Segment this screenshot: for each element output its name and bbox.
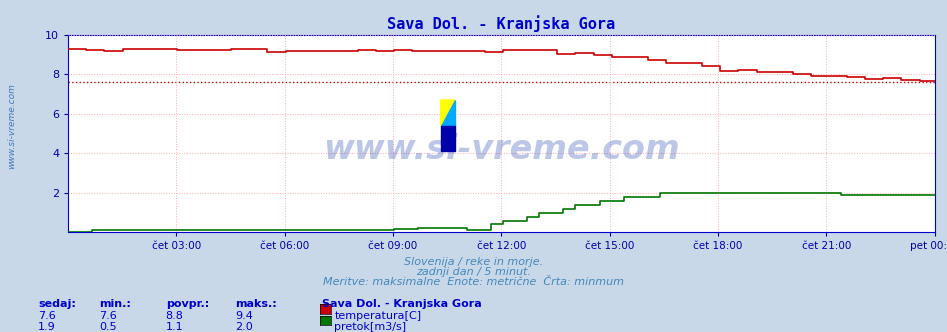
Text: min.:: min.: <box>99 299 132 309</box>
Text: sedaj:: sedaj: <box>38 299 76 309</box>
Text: temperatura[C]: temperatura[C] <box>334 311 421 321</box>
Text: www.si-vreme.com: www.si-vreme.com <box>323 133 680 166</box>
Text: 1.9: 1.9 <box>38 322 56 332</box>
Polygon shape <box>440 126 455 151</box>
Text: zadnji dan / 5 minut.: zadnji dan / 5 minut. <box>416 267 531 277</box>
Text: Meritve: maksimalne  Enote: metrične  Črta: minmum: Meritve: maksimalne Enote: metrične Črta… <box>323 277 624 287</box>
Text: povpr.:: povpr.: <box>166 299 209 309</box>
Text: www.si-vreme.com: www.si-vreme.com <box>7 83 16 169</box>
Text: Slovenija / reke in morje.: Slovenija / reke in morje. <box>404 257 543 267</box>
Text: 2.0: 2.0 <box>235 322 253 332</box>
Text: 0.5: 0.5 <box>99 322 117 332</box>
Text: maks.:: maks.: <box>235 299 277 309</box>
Polygon shape <box>440 100 455 126</box>
Title: Sava Dol. - Kranjska Gora: Sava Dol. - Kranjska Gora <box>387 16 616 32</box>
Polygon shape <box>440 100 455 126</box>
Text: 7.6: 7.6 <box>99 311 117 321</box>
Text: Sava Dol. - Kranjska Gora: Sava Dol. - Kranjska Gora <box>322 299 482 309</box>
Text: 9.4: 9.4 <box>235 311 253 321</box>
Text: 7.6: 7.6 <box>38 311 56 321</box>
Text: pretok[m3/s]: pretok[m3/s] <box>334 322 406 332</box>
Text: 8.8: 8.8 <box>166 311 184 321</box>
Text: 1.1: 1.1 <box>166 322 184 332</box>
